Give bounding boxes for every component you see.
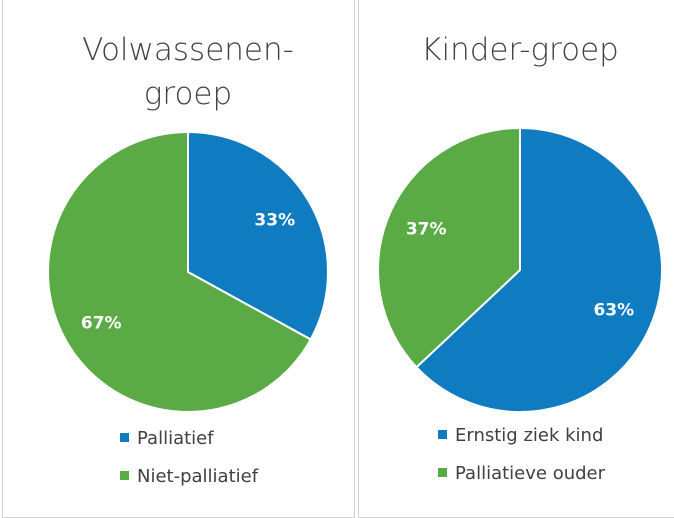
pie-slice xyxy=(415,126,663,413)
legend-swatch xyxy=(120,432,129,442)
legend-label: Ernstig ziek kind xyxy=(455,425,604,446)
legend-label: Palliatieve ouder xyxy=(455,463,606,484)
legend-item: Ernstig ziek kind xyxy=(438,425,603,446)
legend-label: Niet-palliatief xyxy=(137,466,259,487)
pie-slice xyxy=(187,130,329,341)
chart-title: Kinder-groep xyxy=(421,32,619,68)
legend-label: Palliatief xyxy=(137,428,214,449)
legend-swatch xyxy=(438,467,447,477)
legend-swatch xyxy=(438,429,447,439)
legend-item: Palliatief xyxy=(120,428,214,449)
value-label: 67% xyxy=(81,313,122,333)
legend-swatch xyxy=(120,470,129,480)
value-label: 33% xyxy=(254,211,295,231)
legend-item: Palliatieve ouder xyxy=(438,463,605,484)
chart-title: Volwassenen-groep xyxy=(82,32,294,112)
value-label: 63% xyxy=(593,301,634,321)
value-label: 37% xyxy=(406,219,447,239)
pie-slice xyxy=(47,130,313,413)
legend-item: Niet-palliatief xyxy=(120,466,258,487)
pie-slice xyxy=(377,126,521,369)
